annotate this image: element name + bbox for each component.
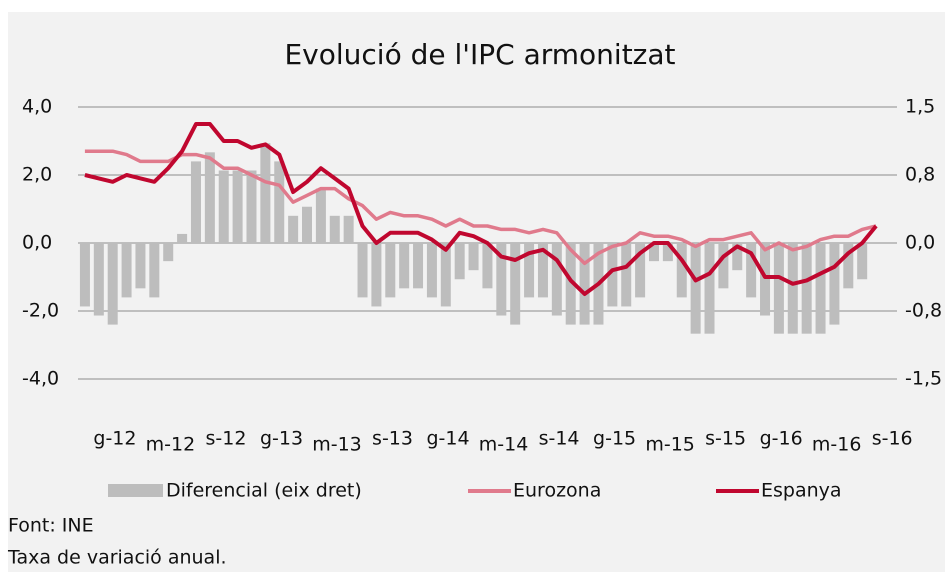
- bar: [79, 243, 90, 307]
- x-tick-label: m-15: [645, 434, 695, 456]
- legend-swatch: [108, 484, 163, 497]
- bar: [607, 243, 618, 307]
- bar: [787, 243, 798, 334]
- x-tick-label: s-16: [872, 428, 913, 450]
- x-tick-label: s-12: [206, 428, 247, 450]
- bar: [482, 243, 493, 289]
- bar: [399, 243, 410, 289]
- bar: [635, 243, 646, 298]
- y-tick-label: -4,0: [22, 368, 59, 390]
- y-tick-label: 2,0: [22, 164, 52, 186]
- bar: [274, 161, 285, 243]
- bar: [829, 243, 840, 325]
- bar: [426, 243, 437, 298]
- bar: [302, 206, 313, 243]
- bar: [204, 152, 215, 243]
- bar: [676, 243, 687, 298]
- x-tick-label: m-16: [812, 434, 862, 456]
- bar: [496, 243, 507, 316]
- x-tick-label: s-15: [705, 428, 746, 450]
- x-tick-label: s-13: [372, 428, 413, 450]
- bar: [746, 243, 757, 298]
- bar: [857, 243, 868, 280]
- bar: [468, 243, 479, 271]
- bar: [760, 243, 771, 316]
- bar: [385, 243, 396, 298]
- x-tick-label: m-13: [312, 434, 362, 456]
- bar: [718, 243, 729, 289]
- bar: [524, 243, 535, 298]
- legend-label: Diferencial (eix dret): [166, 480, 362, 502]
- bar: [246, 170, 257, 243]
- bar: [454, 243, 465, 280]
- y2-tick-label: 0,8: [905, 164, 935, 186]
- bar: [232, 170, 243, 243]
- bar: [621, 243, 632, 307]
- bar: [510, 243, 521, 325]
- bar: [648, 243, 659, 262]
- bar: [121, 243, 132, 298]
- x-tick-label: m-12: [146, 434, 196, 456]
- bar: [260, 143, 271, 243]
- bar: [537, 243, 548, 298]
- y2-tick-label: 0,0: [905, 232, 935, 254]
- bar: [315, 188, 326, 243]
- bar: [440, 243, 451, 307]
- bar: [371, 243, 382, 307]
- y2-tick-label: 1,5: [905, 96, 935, 118]
- bar: [163, 243, 174, 262]
- legend-label: Espanya: [761, 480, 842, 502]
- line: [84, 149, 877, 266]
- bar: [107, 243, 118, 325]
- bar: [357, 243, 368, 298]
- x-tick-label: g-12: [93, 428, 136, 450]
- x-tick-label: m-14: [479, 434, 529, 456]
- y2-tick-label: -0,8: [905, 300, 942, 322]
- bar: [149, 243, 160, 298]
- x-tick-label: s-14: [539, 428, 580, 450]
- bar: [801, 243, 812, 334]
- note: Taxa de variació anual.: [7, 547, 227, 569]
- bar: [343, 215, 354, 243]
- bar: [843, 243, 854, 289]
- y-tick-label: -2,0: [22, 300, 59, 322]
- line: [84, 122, 878, 296]
- bar: [218, 170, 229, 243]
- bar: [662, 243, 673, 262]
- chart-title: Evolució de l'IPC armonitzat: [284, 38, 675, 71]
- bar: [288, 215, 299, 243]
- x-tick-label: g-13: [260, 428, 303, 450]
- bar: [551, 243, 562, 316]
- legend-label: Eurozona: [513, 480, 601, 502]
- bar: [565, 243, 576, 325]
- bar: [177, 233, 188, 243]
- bar: [190, 161, 201, 243]
- bar: [690, 243, 701, 334]
- bar: [135, 243, 146, 289]
- x-tick-label: g-14: [426, 428, 469, 450]
- y-tick-label: 4,0: [22, 96, 52, 118]
- bar: [704, 243, 715, 334]
- y-tick-label: 0,0: [22, 232, 52, 254]
- y2-tick-label: -1,5: [905, 368, 942, 390]
- bar: [329, 215, 340, 243]
- x-tick-label: g-16: [760, 428, 803, 450]
- bar: [815, 243, 826, 334]
- bar: [732, 243, 743, 271]
- bar: [93, 243, 104, 316]
- x-tick-label: g-15: [593, 428, 636, 450]
- note: Font: INE: [8, 515, 94, 537]
- bar: [413, 243, 424, 289]
- bar: [579, 243, 590, 325]
- bar: [773, 243, 784, 334]
